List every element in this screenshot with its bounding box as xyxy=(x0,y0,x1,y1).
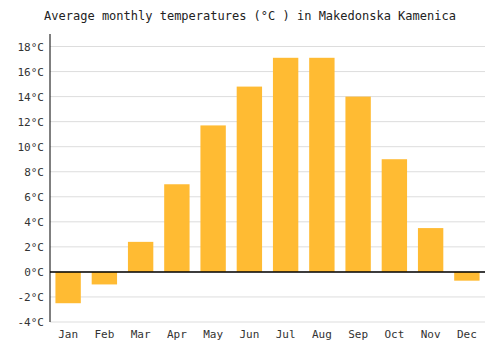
bar xyxy=(200,125,225,272)
bar xyxy=(92,272,117,285)
y-tick-label: 4°C xyxy=(24,216,44,229)
bar xyxy=(309,58,334,272)
grid-line xyxy=(50,96,485,97)
y-tick-label: 14°C xyxy=(18,91,45,104)
bars xyxy=(55,58,479,303)
grid-line xyxy=(50,121,485,122)
x-axis: Jan Feb Mar Apr May Jun Jul Aug Sep Oct Nov Dec xyxy=(58,328,477,341)
chart-title: Average monthly temperatures (°C ) in Ma… xyxy=(44,9,456,23)
y-tick-label: -4°C xyxy=(18,316,45,329)
x-tick-label: Feb xyxy=(94,328,114,341)
x-tick-label: Oct xyxy=(384,328,404,341)
y-tick-label: -2°C xyxy=(18,291,45,304)
x-tick-label: Mar xyxy=(131,328,151,341)
bar xyxy=(454,272,479,281)
grid-line xyxy=(50,271,485,272)
x-tick-label: Dec xyxy=(457,328,477,341)
grid-line xyxy=(50,296,485,297)
x-tick-label: Jun xyxy=(239,328,259,341)
bar xyxy=(55,272,80,303)
y-tick-label: 6°C xyxy=(24,191,44,204)
grid-line xyxy=(50,221,485,222)
grid-line xyxy=(50,196,485,197)
y-axis-line xyxy=(50,34,51,322)
bar xyxy=(237,87,262,272)
y-tick-label: 0°C xyxy=(24,266,44,279)
x-tick-label: Apr xyxy=(167,328,187,341)
bar xyxy=(418,228,443,272)
bar xyxy=(128,242,153,272)
bar xyxy=(273,58,298,272)
y-tick-label: 18°C xyxy=(18,41,45,54)
y-tick-label: 2°C xyxy=(24,241,44,254)
bar xyxy=(164,184,189,272)
chart-container: Average monthly temperatures (°C ) in Ma… xyxy=(0,0,500,350)
y-tick-label: 12°C xyxy=(18,116,45,129)
y-tick-label: 8°C xyxy=(24,166,44,179)
x-tick-label: May xyxy=(203,328,223,341)
chart-svg: Average monthly temperatures (°C ) in Ma… xyxy=(0,0,500,350)
grid-line xyxy=(50,146,485,147)
zero-line xyxy=(50,271,485,273)
grid xyxy=(50,47,485,322)
grid-line xyxy=(50,71,485,72)
x-tick-label: Jul xyxy=(276,328,296,341)
x-tick-label: Sep xyxy=(348,328,368,341)
grid-line xyxy=(50,322,485,323)
x-tick-label: Nov xyxy=(421,328,441,341)
x-tick-label: Jan xyxy=(58,328,78,341)
grid-line xyxy=(50,171,485,172)
y-axis: -4°C -2°C 0°C 2°C 4°C 6°C 8°C 10°C 12°C 14°C 16°C 1… xyxy=(18,34,51,329)
bar xyxy=(345,97,370,272)
y-tick-label: 10°C xyxy=(18,141,45,154)
x-tick-label: Aug xyxy=(312,328,332,341)
y-tick-label: 16°C xyxy=(18,66,45,79)
bar xyxy=(382,159,407,272)
grid-line xyxy=(50,46,485,47)
